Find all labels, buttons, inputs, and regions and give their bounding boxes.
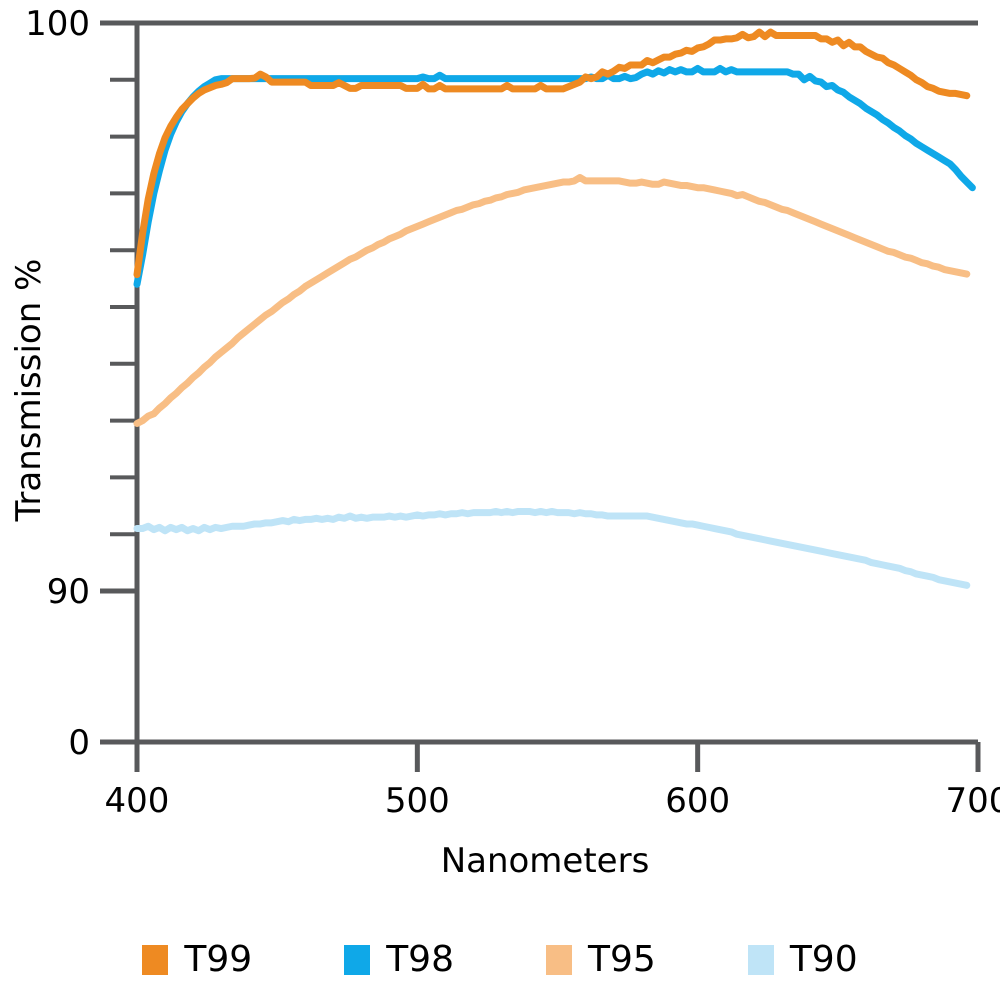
series-line-t95 [133,174,971,427]
x-axis-tick-labels: 400 500 600 700 [105,781,1000,821]
x-tick-label: 600 [665,781,730,821]
legend-label-t90: T90 [789,939,858,980]
legend-item-t99[interactable]: T99 [142,942,252,978]
legend-swatch-t90 [747,945,774,975]
data-series-group [133,28,976,589]
legend-swatch-t95 [546,945,572,975]
legend-item-t90[interactable]: T90 [747,939,858,980]
legend-item-t98[interactable]: T98 [344,942,454,978]
y-tick-label: 100 [25,4,90,44]
legend-swatch-t98 [344,945,371,975]
series-line-t99 [133,28,971,279]
x-axis-ticks [134,742,981,772]
series-line-t98 [133,64,976,288]
x-tick-label: 400 [105,781,170,821]
y-axis-ticks [100,20,137,745]
legend-swatch-t99 [142,945,169,975]
legend-item-t95[interactable]: T95 [546,942,656,978]
y-axis-title: Transmission % [9,259,49,523]
chart-legend: T99 T98 T95 T90 [0,930,1000,990]
legend-label-t99: T99 [184,939,253,980]
legend-label-t95: T95 [588,939,656,980]
plot-area: 100 90 0 400 500 600 700 Transmission % Nanom… [9,4,1000,881]
series-line-t90 [133,507,971,589]
y-tick-label: 0 [68,723,90,763]
y-axis-tick-labels: 100 90 0 [25,4,90,763]
legend-label-t98: T98 [386,939,454,980]
x-axis-title: Nanometers [441,841,650,881]
y-tick-label: 90 [47,572,90,612]
x-tick-label: 500 [385,781,450,821]
x-tick-label: 700 [946,781,1000,821]
